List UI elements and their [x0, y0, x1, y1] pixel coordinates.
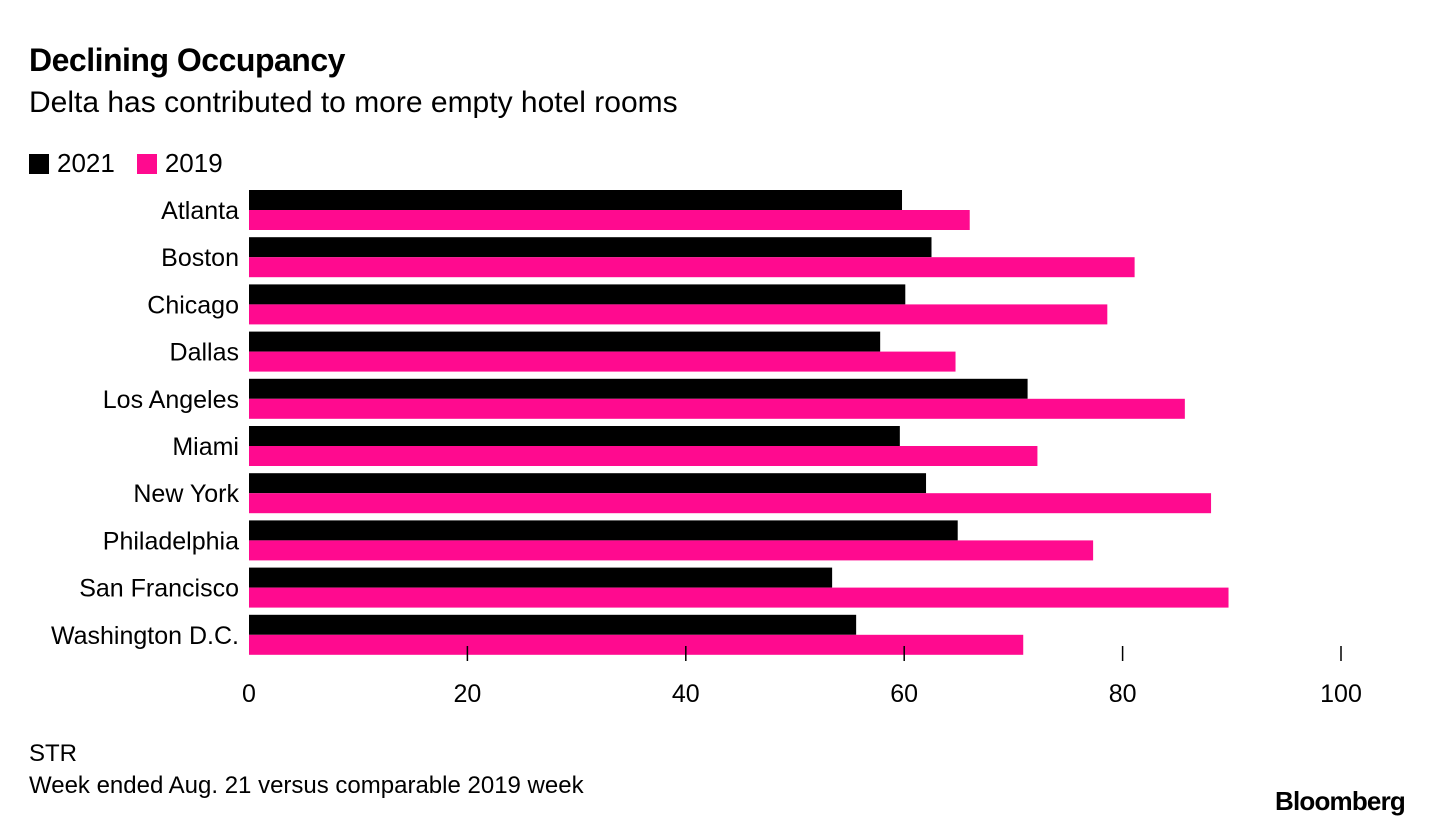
- legend: 2021 2019: [29, 148, 245, 179]
- bar-2019: [249, 257, 1135, 278]
- x-tick-label: 100: [1320, 680, 1362, 708]
- bar-2021: [249, 426, 900, 446]
- legend-item-2021: 2021: [29, 148, 115, 179]
- x-tick-label: 20: [453, 680, 481, 708]
- bar-2021: [249, 190, 903, 210]
- x-tick-label: 0: [242, 680, 256, 708]
- bar-2019: [249, 351, 956, 372]
- legend-swatch-2019: [136, 153, 157, 174]
- category-label: Philadelphia: [103, 527, 239, 555]
- chart-title: Declining Occupancy: [29, 42, 345, 78]
- legend-label-2019: 2019: [164, 148, 223, 178]
- category-label: Miami: [172, 433, 239, 461]
- bar-2019: [249, 634, 1024, 655]
- source: STR: [29, 740, 77, 767]
- bar-2021: [249, 237, 932, 258]
- bar-2019: [249, 587, 1229, 608]
- category-label: Dallas: [170, 339, 239, 367]
- legend-swatch-2021: [29, 153, 49, 174]
- bar-2021: [249, 331, 881, 352]
- bar-2021: [249, 473, 927, 494]
- category-label: New York: [133, 480, 239, 508]
- bar-2019: [249, 304, 1108, 325]
- category-label: Los Angeles: [103, 386, 239, 414]
- bar-2021: [249, 378, 1028, 399]
- category-label: Atlanta: [161, 197, 239, 225]
- category-label: Boston: [161, 244, 239, 272]
- x-tick-label: 80: [1109, 680, 1137, 708]
- bar-2021: [249, 520, 958, 541]
- bar-2019: [249, 446, 1038, 466]
- bar-2019: [249, 540, 1094, 561]
- chart-subtitle: Delta has contributed to more empty hote…: [29, 86, 678, 119]
- bloomberg-logo: Bloomberg: [1274, 786, 1406, 816]
- bar-2019: [249, 493, 1212, 514]
- category-label: Washington D.C.: [51, 622, 239, 650]
- bar-2021: [249, 284, 906, 305]
- x-tick-label: 40: [672, 680, 700, 708]
- footnote: Week ended Aug. 21 versus comparable 201…: [29, 772, 584, 799]
- bar-2021: [249, 567, 833, 588]
- category-label: Chicago: [147, 291, 239, 319]
- x-tick-label: 60: [890, 680, 918, 708]
- bar-2021: [249, 614, 857, 635]
- category-label: San Francisco: [79, 575, 239, 603]
- bar-2019: [249, 210, 970, 230]
- legend-item-2019: 2019: [136, 148, 223, 179]
- bar-2019: [249, 398, 1185, 419]
- legend-label-2021: 2021: [57, 148, 115, 178]
